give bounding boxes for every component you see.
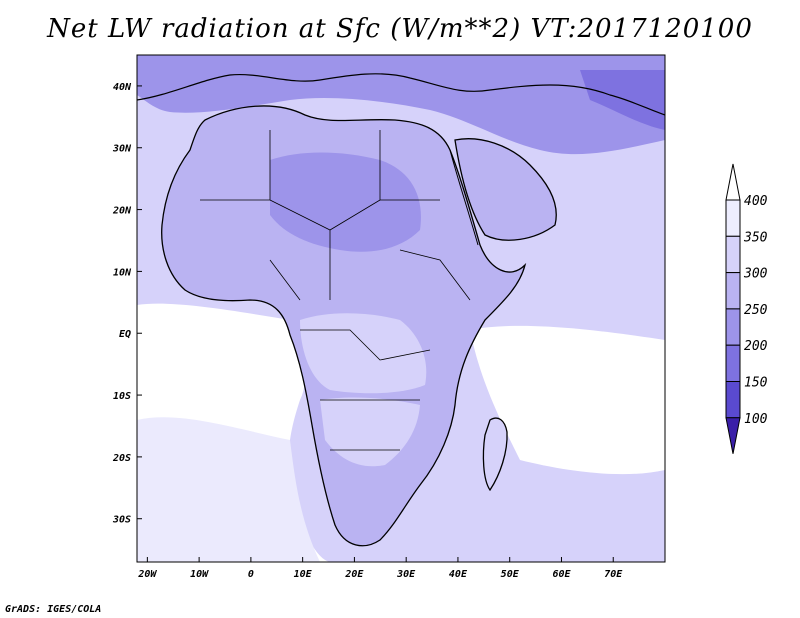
lon-tick-label: 60E: [552, 569, 571, 580]
red-sea-line: [449, 149, 479, 246]
colorbar-segment: [725, 344, 741, 383]
colorbar-label: 150: [744, 376, 768, 391]
lat-tick-label: 20N: [112, 206, 132, 217]
colorbar-label: 250: [744, 303, 768, 318]
colorbar-segment: [725, 199, 741, 237]
colorbar-segment: [725, 272, 741, 310]
dark-region-asia: [580, 70, 665, 130]
equatorial-light: [300, 313, 427, 394]
colorbar-label: 350: [743, 230, 768, 245]
lon-tick-label: 40E: [449, 569, 468, 580]
colorbar-segment: [725, 308, 741, 346]
clear-region-south-atlantic: [137, 417, 320, 562]
lon-tick-label: 50E: [501, 569, 520, 580]
plot-area: [136, 55, 666, 562]
europe-coast: [136, 73, 666, 116]
arabia-land: [454, 138, 557, 241]
lon-tick-label: 20W: [137, 569, 157, 580]
lat-tick-label: 10N: [113, 267, 132, 278]
lat-tick-label: 20S: [112, 453, 131, 464]
colorbar: 400 350 300 250 200 150 100: [725, 163, 768, 454]
clear-region-indian: [470, 325, 665, 475]
southern-africa-light: [320, 397, 420, 467]
lon-tick-label: 70E: [604, 569, 623, 580]
madagascar-land: [482, 417, 508, 492]
colorbar-bottom-arrow: [725, 417, 741, 454]
colorbar-segment: [725, 381, 741, 419]
colorbar-label: 300: [743, 267, 768, 282]
colorbar-label: 400: [744, 194, 768, 209]
lat-tick-label: 10S: [113, 391, 131, 402]
colorbar-label: 100: [744, 412, 768, 427]
lon-tick-label: 30E: [396, 569, 416, 580]
lon-tick-label: 10W: [190, 569, 209, 580]
lon-tick-label: 20E: [344, 569, 364, 580]
map-title: Net LW radiation at Sfc (W/m**2) VT:2017…: [47, 14, 753, 44]
lat-tick-label: 30S: [112, 515, 131, 526]
lat-tick-label: 40N: [113, 82, 132, 93]
colorbar-top-arrow: [725, 163, 741, 201]
lon-tick-label: 10E: [294, 569, 313, 580]
dark-region-north: [137, 55, 665, 155]
grads-credit: GrADS: IGES/COLA: [5, 604, 102, 615]
axis-ticks: 20W 10W 0 10E 20E 30E 40E 50E 60E 70E 40N 30N 20N 10N…: [112, 82, 623, 580]
plot-frame: [136, 54, 666, 563]
lon-tick-label: 0: [248, 569, 254, 580]
sahara-dark: [270, 152, 421, 252]
lat-tick-label: 30N: [112, 144, 132, 155]
colorbar-label: 200: [744, 339, 768, 354]
colorbar-segment: [725, 235, 741, 274]
country-borders: [200, 130, 471, 451]
lat-tick-label: EQ: [119, 329, 131, 340]
